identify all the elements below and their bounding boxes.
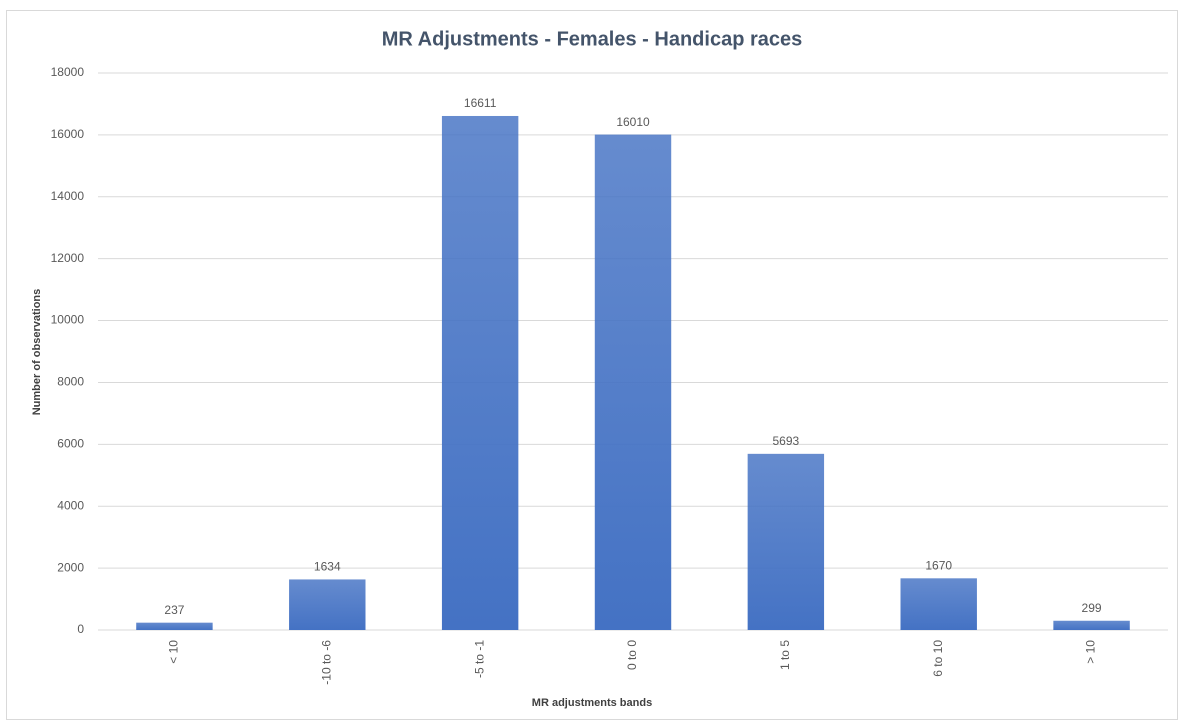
- data-label: 5693: [773, 434, 800, 448]
- bar: [441, 115, 519, 631]
- chart-title: MR Adjustments - Females - Handicap race…: [382, 28, 803, 50]
- bar: [289, 579, 366, 630]
- bar: [900, 578, 977, 630]
- x-tick-label: -5 to -1: [472, 640, 486, 678]
- data-label: 16611: [464, 96, 497, 110]
- y-tick-label: 2000: [57, 560, 84, 574]
- y-tick-label: 4000: [57, 498, 84, 512]
- x-axis-title: MR adjustments bands: [532, 697, 652, 709]
- y-tick-label: 10000: [51, 313, 85, 327]
- x-tick-label: 6 to 10: [931, 640, 945, 677]
- y-tick-label: 14000: [51, 189, 85, 203]
- y-tick-label: 6000: [57, 437, 84, 451]
- data-label: 299: [1082, 601, 1102, 615]
- bar: [747, 453, 825, 630]
- data-label: 1634: [314, 560, 341, 574]
- data-label: 1670: [925, 558, 952, 572]
- x-tick-label: -10 to -6: [319, 640, 333, 685]
- bar: [594, 134, 672, 630]
- y-tick-label: 8000: [57, 375, 84, 389]
- data-label: 237: [164, 603, 184, 617]
- x-tick-label: < 10: [167, 640, 181, 664]
- data-label: 16010: [616, 115, 650, 129]
- bar: [136, 622, 213, 630]
- x-tick-label: 0 to 0: [625, 640, 639, 670]
- y-tick-label: 0: [77, 622, 84, 636]
- y-tick-label: 18000: [51, 65, 85, 79]
- y-tick-label: 16000: [51, 127, 85, 141]
- y-axis-title: Number of observations: [31, 289, 43, 416]
- y-tick-label: 12000: [51, 251, 85, 265]
- x-tick-label: 1 to 5: [778, 640, 792, 670]
- x-tick-label: > 10: [1084, 640, 1098, 664]
- bar: [1053, 620, 1130, 630]
- chart-border: [6, 10, 1178, 720]
